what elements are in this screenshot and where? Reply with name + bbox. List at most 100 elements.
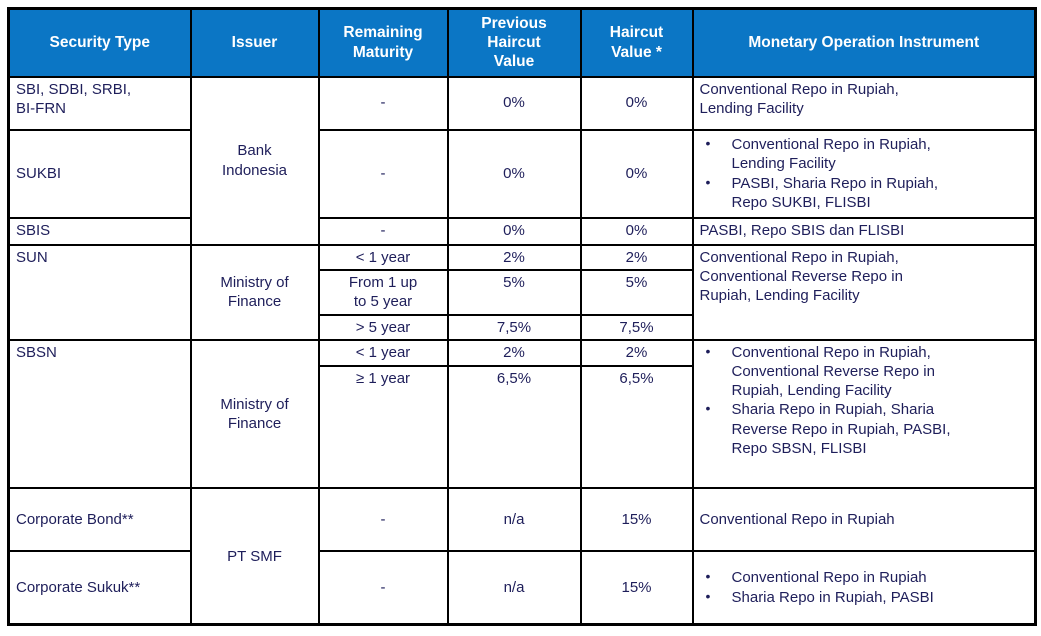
- cell-sbis-remaining-maturity: -: [317, 216, 449, 246]
- cell-text: < 1 year: [355, 248, 411, 266]
- cell-text: PASBI, Sharia Repo in Rupiah, Repo SUKBI…: [731, 174, 939, 211]
- cell-corporate-sukuk-remaining-maturity: -: [317, 549, 449, 626]
- header-row: Security Type Issuer Remaining Maturity …: [7, 7, 1037, 78]
- col-header-label: Monetary Operation Instrument: [748, 34, 980, 52]
- col-header-remaining-maturity: Remaining Maturity: [317, 7, 449, 78]
- cell-text: 0%: [625, 94, 648, 112]
- col-header-monetary-operation-instrument: Monetary Operation Instrument: [691, 7, 1037, 78]
- cell-sukbi-instrument: • Conventional Repo in Rupiah, Lending Fa…: [691, 128, 1037, 219]
- bullet-icon: •: [705, 135, 711, 152]
- cell-text: From 1 up to 5 year: [348, 273, 418, 310]
- cell-text: Conventional Repo in Rupiah, Conventiona…: [731, 343, 935, 400]
- list-item: • PASBI, Sharia Repo in Rupiah, Repo SUKB…: [700, 174, 1029, 212]
- cell-corporate-sukuk-security-type: Corporate Sukuk**: [7, 549, 192, 626]
- cell-text: 5%: [503, 273, 525, 291]
- cell-text: Conventional Repo in Rupiah: [731, 569, 927, 587]
- cell-text: 0%: [503, 164, 525, 182]
- col-header-label: Security Type: [49, 34, 150, 52]
- cell-text: 0%: [503, 94, 525, 112]
- cell-corporate-bond-haircut: 15%: [579, 486, 694, 552]
- cell-text: Corporate Bond**: [16, 510, 134, 528]
- cell-issuer-ministry-of-finance-sbsn: Ministry of Finance: [189, 338, 320, 489]
- cell-issuer-pt-smf: PT SMF: [189, 486, 320, 626]
- col-header-label: Haircut Value *: [609, 24, 664, 61]
- cell-text: 7,5%: [619, 318, 654, 336]
- cell-sbsn-maturity-gte1: ≥ 1 year: [317, 364, 449, 489]
- cell-text: 5%: [625, 273, 648, 291]
- bullet-list: • Conventional Repo in Rupiah • Sharia Repo…: [700, 568, 1029, 606]
- cell-sbi-security-type: SBI, SDBI, SRBI, BI-FRN: [7, 75, 192, 131]
- cell-text: 2%: [503, 344, 525, 362]
- cell-text: 0%: [625, 222, 648, 240]
- cell-text: < 1 year: [355, 344, 411, 362]
- cell-text: 2%: [625, 248, 648, 266]
- cell-text: Ministry of Finance: [220, 395, 289, 432]
- table-row: ≥ 1 year 6,5% 6,5%: [9, 364, 1036, 489]
- col-header-previous-haircut-value: Previous Haircut Value: [446, 7, 582, 78]
- cell-sbsn-maturity-lt1: < 1 year: [317, 338, 449, 367]
- cell-issuer-ministry-of-finance-sun: Ministry of Finance: [189, 243, 320, 341]
- cell-sun-security-type: SUN: [7, 243, 192, 341]
- cell-sukbi-remaining-maturity: -: [317, 128, 449, 219]
- cell-sukbi-security-type: SUKBI: [7, 128, 192, 219]
- cell-sbi-previous-haircut: 0%: [446, 75, 582, 131]
- cell-text: > 5 year: [355, 318, 411, 336]
- cell-sukbi-previous-haircut: 0%: [446, 128, 582, 219]
- table-row: From 1 up to 5 year 5% 5%: [9, 268, 1036, 316]
- cell-text: Bank Indonesia: [221, 142, 288, 179]
- cell-text: 0%: [503, 222, 525, 240]
- bullet-icon: •: [705, 400, 711, 417]
- cell-text: ≥ 1 year: [355, 369, 411, 387]
- cell-corporate-bond-instrument: Conventional Repo in Rupiah: [691, 486, 1037, 552]
- table-row: SBIS - 0% 0% PASBI, Repo SBIS dan FLISBI: [7, 216, 1037, 246]
- cell-text: SBIS: [16, 222, 51, 240]
- table-row: > 5 year 7,5% 7,5%: [9, 313, 1036, 341]
- bullet-icon: •: [705, 568, 711, 585]
- cell-text: -: [380, 579, 386, 597]
- cell-sun-previous-haircut-1to5: 5%: [446, 268, 582, 316]
- cell-text: Ministry of Finance: [220, 274, 289, 311]
- cell-text: 6,5%: [496, 369, 532, 387]
- table-row: SUN Ministry of Finance < 1 year 2% 2% C…: [7, 243, 1037, 341]
- cell-text: 15%: [621, 510, 652, 528]
- cell-text: Conventional Repo in Rupiah: [699, 510, 895, 528]
- cell-text: Sharia Repo in Rupiah, PASBI: [731, 588, 934, 606]
- cell-sbi-haircut: 0%: [579, 75, 694, 131]
- table-row: SBSN Ministry of Finance < 1 year 2% 2% …: [7, 338, 1037, 489]
- col-header-issuer: Issuer: [189, 7, 320, 78]
- cell-text: n/a: [503, 579, 525, 597]
- list-item: • Conventional Repo in Rupiah, Convention…: [700, 343, 1029, 401]
- cell-sukbi-haircut: 0%: [579, 128, 694, 219]
- cell-text: SBI, SDBI, SRBI, BI-FRN: [16, 80, 132, 117]
- cell-text: -: [380, 222, 386, 240]
- cell-corporate-bond-previous-haircut: n/a: [446, 486, 582, 552]
- bullet-list: • Conventional Repo in Rupiah, Lending Fa…: [700, 135, 1029, 212]
- cell-sbi-remaining-maturity: -: [317, 75, 449, 131]
- table-row: Corporate Sukuk** - n/a 15% • Conventiona…: [7, 549, 1037, 626]
- cell-corporate-sukuk-previous-haircut: n/a: [446, 549, 582, 626]
- bullet-icon: •: [705, 173, 711, 190]
- cell-text: Conventional Repo in Rupiah, Lending Fac…: [699, 80, 899, 117]
- cell-text: -: [380, 164, 386, 182]
- cell-sun-maturity-1to5: From 1 up to 5 year: [317, 268, 449, 316]
- cell-sbis-previous-haircut: 0%: [446, 216, 582, 246]
- cell-text: -: [380, 94, 386, 112]
- col-header-security-type: Security Type: [7, 7, 192, 78]
- cell-sbsn-security-type: SBSN: [7, 338, 192, 489]
- cell-corporate-sukuk-instrument: • Conventional Repo in Rupiah • Sharia Repo…: [691, 549, 1037, 626]
- cell-issuer-bank-indonesia: Bank Indonesia: [189, 75, 320, 246]
- col-header-haircut-value: Haircut Value *: [579, 7, 694, 78]
- cell-sbsn-previous-haircut-lt1: 2%: [446, 338, 582, 367]
- cell-sun-maturity-lt1: < 1 year: [317, 243, 449, 271]
- cell-sun-previous-haircut-gt5: 7,5%: [446, 313, 582, 341]
- cell-sun-haircut-gt5: 7,5%: [579, 313, 694, 341]
- cell-sbsn-instrument: • Conventional Repo in Rupiah, Convention…: [691, 338, 1037, 489]
- cell-text: PASBI, Repo SBIS dan FLISBI: [699, 222, 905, 240]
- col-header-label: Remaining Maturity: [343, 24, 423, 61]
- cell-sbis-instrument: PASBI, Repo SBIS dan FLISBI: [691, 216, 1037, 246]
- table-row: SBI, SDBI, SRBI, BI-FRN Bank Indonesia -…: [7, 75, 1037, 246]
- bullet-list: • Conventional Repo in Rupiah, Convention…: [700, 343, 1029, 458]
- col-header-label: Issuer: [231, 34, 278, 52]
- cell-sun-haircut-lt1: 2%: [579, 243, 694, 271]
